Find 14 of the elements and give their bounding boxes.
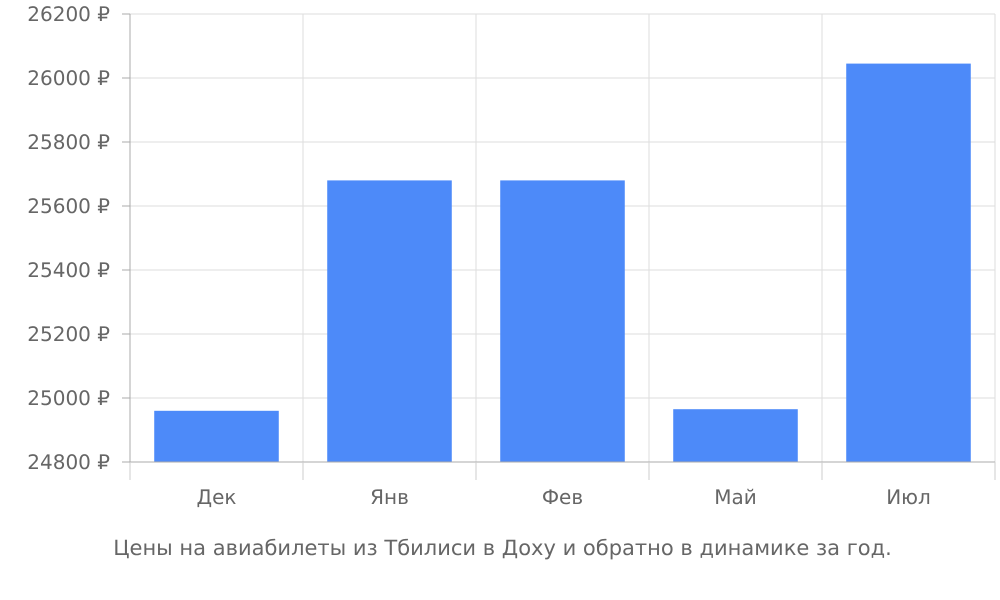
x-axis-title: Цены на авиабилеты из Тбилиси в Доху и обратно в динамике за год.	[113, 536, 892, 560]
y-tick-label: 26000 ₽	[27, 66, 110, 90]
x-tick-label: Май	[714, 485, 757, 509]
y-tick-label: 24800 ₽	[27, 450, 110, 474]
y-tick-label: 25800 ₽	[27, 130, 110, 154]
y-tick-label: 26200 ₽	[27, 2, 110, 26]
x-tick-label: Дек	[196, 485, 237, 509]
x-tick-label: Янв	[370, 485, 409, 509]
y-tick-label: 25200 ₽	[27, 322, 110, 346]
y-tick-label: 25600 ₽	[27, 194, 110, 218]
y-tick-label: 25400 ₽	[27, 258, 110, 282]
y-tick-label: 25000 ₽	[27, 386, 110, 410]
x-tick-label: Фев	[542, 485, 584, 509]
x-tick-label: Июл	[886, 485, 931, 509]
